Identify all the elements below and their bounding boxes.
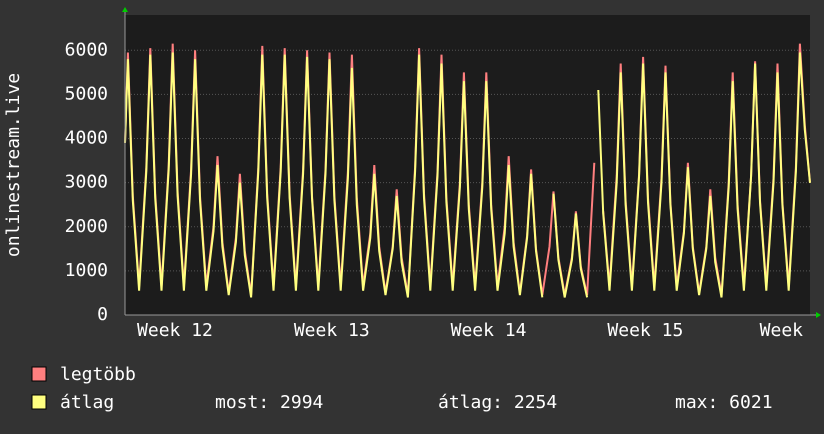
x-tick-label: Week 12: [137, 320, 213, 341]
y-tick-label: 2000: [65, 216, 108, 237]
y-tick-label: 3000: [65, 172, 108, 193]
stat-avg: átlag: 2254: [438, 392, 557, 413]
stat-max: max: 6021: [675, 392, 773, 413]
legend: legtöbb átlag: [31, 364, 136, 413]
x-tick-label: Week 14: [451, 320, 527, 341]
y-tick-label: 1000: [65, 260, 108, 281]
y-axis-label: onlinestream.live: [3, 73, 24, 257]
y-arrow: [122, 7, 128, 12]
stat-now: most: 2994: [215, 392, 323, 413]
series-line: [552, 193, 589, 298]
x-tick-label: Week 13: [294, 320, 370, 341]
series-line: [124, 52, 544, 298]
y-tick-label: 0: [97, 304, 108, 325]
x-tick-label: Week 15: [607, 320, 683, 341]
legend-label: legtöbb: [60, 364, 136, 385]
legend-swatch: [31, 366, 47, 382]
legend-swatch: [31, 394, 47, 410]
y-tick-label: 4000: [65, 128, 108, 149]
x-tick-label: Week: [760, 320, 804, 341]
y-tick-label: 5000: [65, 83, 108, 104]
legend-label: átlag: [60, 392, 114, 413]
y-tick-label: 6000: [65, 39, 108, 60]
lines: [124, 43, 811, 298]
series-line: [597, 52, 811, 298]
x-arrow: [816, 312, 821, 318]
